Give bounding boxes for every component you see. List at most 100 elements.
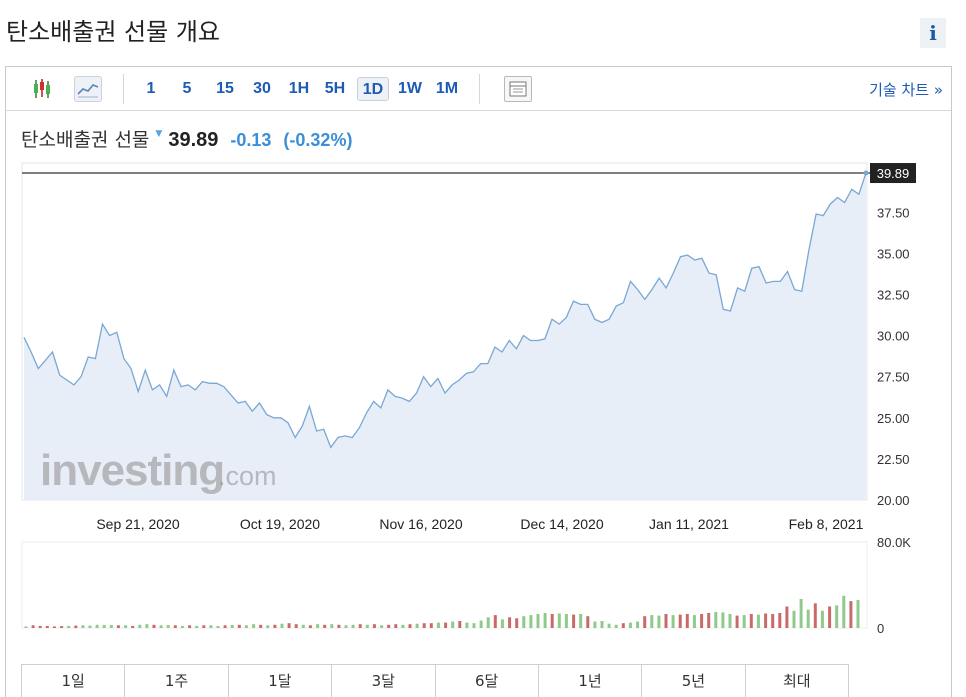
range-3m[interactable]: 3달 (332, 665, 436, 697)
price-chart[interactable]: 39.89 37.50 35.00 32.50 30.00 27.50 25.00 22.50… (0, 0, 966, 664)
volume-bar (465, 622, 469, 628)
info-icon[interactable]: i (920, 18, 946, 48)
volume-bar (216, 625, 220, 628)
volume-bar (131, 625, 135, 628)
volume-bar (259, 624, 263, 628)
instrument-name: 탄소배출권 선물 (21, 129, 150, 151)
last-price: 39.89 (168, 129, 219, 151)
volume-bar (728, 614, 732, 628)
volume-bar (209, 625, 213, 628)
volume-bar (337, 624, 341, 628)
volume-y-tick-label: 0 (877, 621, 884, 636)
volume-bar (643, 616, 647, 628)
volume-bar (266, 625, 270, 628)
x-tick-label: Nov 16, 2020 (379, 516, 462, 532)
volume-bar (351, 624, 355, 628)
volume-bar (394, 624, 398, 628)
technical-chart-link[interactable]: 기술 차트 » (869, 81, 943, 99)
volume-bar (436, 622, 440, 628)
volume-bar (330, 624, 334, 628)
toolbar-divider (123, 74, 124, 104)
volume-bar (429, 623, 433, 628)
timeframe-1d[interactable]: 1D (357, 77, 389, 101)
volume-bar (223, 625, 227, 628)
volume-bar (67, 625, 71, 628)
x-tick-label: Dec 14, 2020 (520, 516, 603, 532)
volume-bar (714, 611, 718, 628)
volume-bar (244, 625, 248, 628)
price-change: -0.13 (230, 130, 272, 150)
volume-bar (806, 609, 810, 628)
timeframe-15[interactable]: 15 (216, 80, 234, 97)
y-tick-label: 32.50 (877, 288, 910, 303)
volume-bar (52, 626, 56, 628)
candlestick-icon[interactable] (28, 76, 56, 102)
volume-bar (799, 599, 803, 628)
volume-bar (650, 615, 654, 628)
volume-bar (735, 615, 739, 628)
volume-bar (536, 614, 540, 628)
volume-bar (401, 624, 405, 628)
volume-bar (188, 625, 192, 628)
y-tick-label: 37.50 (877, 205, 910, 220)
volume-bar (301, 624, 305, 628)
x-tick-label: Sep 21, 2020 (96, 516, 180, 532)
volume-bar (287, 623, 291, 628)
volume-bar (721, 612, 725, 628)
page-header: 탄소배출권 선물 개요 i (0, 0, 966, 62)
volume-bar (95, 624, 99, 628)
last-point (863, 170, 869, 176)
volume-bar (792, 610, 796, 628)
timeframe-5h[interactable]: 5H (324, 80, 346, 97)
volume-bar (614, 624, 618, 628)
volume-bar (387, 624, 391, 628)
range-5y[interactable]: 5년 (642, 665, 746, 697)
volume-bar (628, 622, 632, 628)
volume-bar (579, 614, 583, 628)
volume-bar (678, 614, 682, 628)
timeframe-1m[interactable]: 1M (435, 80, 459, 97)
timeframe-1w[interactable]: 1W (398, 80, 422, 97)
table-icon[interactable] (504, 76, 532, 102)
volume-bar (74, 625, 78, 628)
volume-bar (316, 624, 320, 628)
quote-line: 탄소배출권 선물 ▼ 39.89 -0.13 (-0.32%) (21, 125, 352, 151)
timeframe-1h[interactable]: 1H (288, 80, 310, 97)
volume-bar (380, 625, 384, 628)
timeframe-1[interactable]: 1 (146, 80, 156, 97)
timeframe-5[interactable]: 5 (182, 80, 192, 97)
range-1d[interactable]: 1일 (22, 665, 126, 697)
volume-bar (81, 625, 85, 628)
y-tick-label: 27.50 (877, 370, 910, 385)
timeframe-30[interactable]: 30 (253, 80, 271, 97)
volume-bar (472, 623, 476, 628)
volume-bar (294, 624, 298, 628)
volume-bar (451, 621, 455, 628)
volume-bar (771, 614, 775, 628)
volume-bar (600, 621, 604, 628)
range-max[interactable]: 최대 (745, 665, 848, 697)
volume-bar (657, 615, 661, 628)
volume-bar (856, 600, 860, 628)
volume-bar (813, 603, 817, 628)
volume-bar (849, 601, 853, 628)
volume-bar (557, 613, 561, 628)
range-6m[interactable]: 6달 (435, 665, 539, 697)
volume-bar (749, 614, 753, 628)
volume-bar (202, 625, 206, 628)
volume-bar (45, 625, 49, 628)
range-1y[interactable]: 1년 (538, 665, 643, 697)
volume-bar (636, 621, 640, 628)
range-1w[interactable]: 1주 (125, 665, 229, 697)
volume-bar (308, 625, 312, 628)
line-chart-icon[interactable] (74, 76, 102, 102)
volume-bar (273, 624, 277, 628)
y-tick-label: 35.00 (877, 246, 910, 261)
chart-toolbar: 1 5 15 30 1H 5H 1D 1W 1M 기술 차트 » (6, 67, 951, 111)
volume-bar (515, 618, 519, 628)
volume-bar (458, 621, 462, 628)
range-1m[interactable]: 1달 (228, 665, 333, 697)
volume-bar (323, 624, 327, 628)
volume-bar (173, 625, 177, 628)
volume-bar (372, 624, 376, 628)
